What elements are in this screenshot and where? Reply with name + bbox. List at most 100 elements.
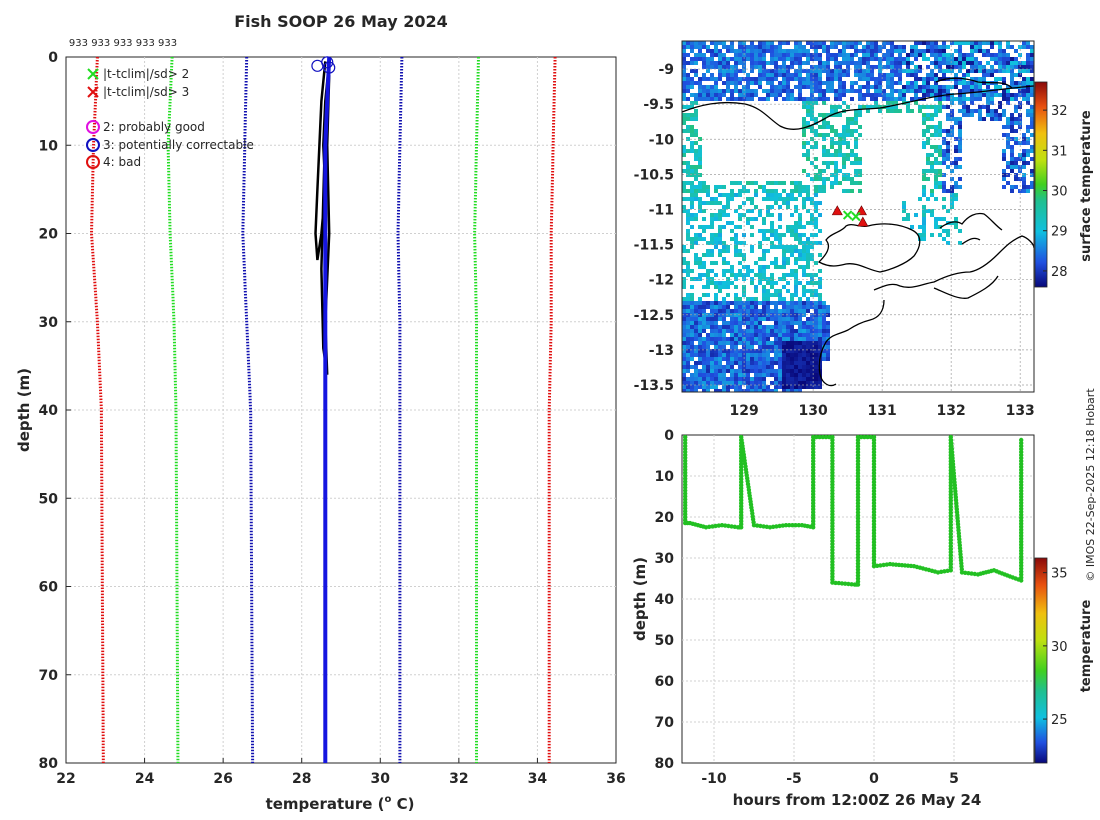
sst-pixel bbox=[970, 53, 974, 57]
sst-pixel bbox=[786, 373, 790, 377]
sst-pixel bbox=[906, 57, 910, 61]
sst-pixel bbox=[826, 329, 830, 333]
sst-pixel bbox=[738, 249, 742, 253]
sst-pixel bbox=[750, 337, 754, 341]
sst-pixel bbox=[866, 69, 870, 73]
sst-pixel bbox=[930, 169, 934, 173]
sst-pixel bbox=[914, 41, 918, 45]
sst-pixel bbox=[906, 85, 910, 89]
sst-pixel bbox=[726, 305, 730, 309]
sst-pixel bbox=[798, 193, 802, 197]
sst-pixel bbox=[806, 377, 810, 381]
sst-pixel bbox=[986, 41, 990, 45]
sst-pixel bbox=[818, 113, 822, 117]
sst-pixel bbox=[826, 133, 830, 137]
sst-pixel bbox=[946, 165, 950, 169]
sst-pixel bbox=[838, 133, 842, 137]
sst-pixel bbox=[782, 97, 786, 101]
sst-pixel bbox=[746, 45, 750, 49]
sst-pixel bbox=[838, 73, 842, 77]
sst-pixel bbox=[814, 49, 818, 53]
sst-pixel bbox=[786, 257, 790, 261]
sst-pixel bbox=[682, 305, 686, 309]
sst-pixel bbox=[706, 273, 710, 277]
sst-pixel bbox=[954, 165, 958, 169]
sst-pixel bbox=[830, 85, 834, 89]
sst-pixel bbox=[806, 257, 810, 261]
sst-pixel bbox=[686, 161, 690, 165]
sst-pixel bbox=[710, 349, 714, 353]
sst-pixel bbox=[786, 317, 790, 321]
sst-pixel bbox=[766, 237, 770, 241]
depth-time-grid bbox=[682, 435, 1034, 763]
sst-pixel bbox=[782, 85, 786, 89]
sst-pixel bbox=[766, 229, 770, 233]
sst-pixel bbox=[982, 53, 986, 57]
sst-pixel bbox=[750, 361, 754, 365]
sst-pixel bbox=[702, 381, 706, 385]
sst-pixel bbox=[698, 321, 702, 325]
sst-pixel bbox=[806, 197, 810, 201]
sst-pixel bbox=[1026, 129, 1030, 133]
sst-pixel bbox=[686, 45, 690, 49]
sst-pixel bbox=[718, 41, 722, 45]
sst-pixel bbox=[818, 281, 822, 285]
sst-pixel bbox=[922, 185, 926, 189]
sst-pixel bbox=[686, 369, 690, 373]
sst-pixel bbox=[906, 65, 910, 69]
sst-pixel bbox=[894, 61, 898, 65]
sst-pixel bbox=[998, 41, 1002, 45]
depth-time-point bbox=[739, 483, 744, 488]
sst-pixel bbox=[826, 113, 830, 117]
sst-pixel bbox=[826, 73, 830, 77]
sst-pixel bbox=[738, 361, 742, 365]
sst-pixel bbox=[790, 297, 794, 301]
sst-pixel bbox=[926, 73, 930, 77]
sst-pixel bbox=[798, 41, 802, 45]
sst-pixel bbox=[850, 89, 854, 93]
sst-pixel bbox=[942, 105, 946, 109]
sst-pixel bbox=[746, 77, 750, 81]
sst-pixel bbox=[690, 57, 694, 61]
sst-pixel bbox=[726, 97, 730, 101]
sst-pixel bbox=[766, 81, 770, 85]
sst-pixel bbox=[722, 53, 726, 57]
sst-pixel bbox=[874, 57, 878, 61]
sst-pixel bbox=[714, 85, 718, 89]
sst-pixel bbox=[962, 81, 966, 85]
profile-y-tick: 80 bbox=[39, 756, 59, 772]
sst-pixel bbox=[922, 213, 926, 217]
sst-pixel bbox=[798, 309, 802, 313]
sst-pixel bbox=[802, 189, 806, 193]
sst-pixel bbox=[754, 329, 758, 333]
sst-pixel bbox=[682, 197, 686, 201]
sst-pixel bbox=[718, 317, 722, 321]
sst-pixel bbox=[838, 85, 842, 89]
sst-pixel bbox=[902, 89, 906, 93]
sst-pixel bbox=[762, 237, 766, 241]
sst-pixel bbox=[1030, 185, 1034, 189]
sst-pixel bbox=[730, 57, 734, 61]
sst-pixel bbox=[786, 93, 790, 97]
sst-pixel bbox=[978, 105, 982, 109]
sst-pixel bbox=[714, 353, 718, 357]
sst-pixel bbox=[762, 49, 766, 53]
sst-pixel bbox=[778, 325, 782, 329]
sst-pixel bbox=[710, 253, 714, 257]
sst-pixel bbox=[922, 209, 926, 213]
sst-pixel bbox=[710, 381, 714, 385]
depth-time-point bbox=[855, 434, 861, 440]
sst-pixel bbox=[690, 41, 694, 45]
sst-pixel bbox=[826, 89, 830, 93]
sst-pixel bbox=[822, 185, 826, 189]
sst-pixel bbox=[842, 189, 846, 193]
sst-pixel bbox=[998, 113, 1002, 117]
sst-pixel bbox=[874, 41, 878, 45]
sst-pixel bbox=[790, 65, 794, 69]
sst-pixel bbox=[1030, 57, 1034, 61]
sst-pixel bbox=[770, 189, 774, 193]
sst-pixel bbox=[926, 65, 930, 69]
sst-pixel bbox=[942, 45, 946, 49]
sst-pixel bbox=[842, 57, 846, 61]
sst-pixel bbox=[750, 89, 754, 93]
